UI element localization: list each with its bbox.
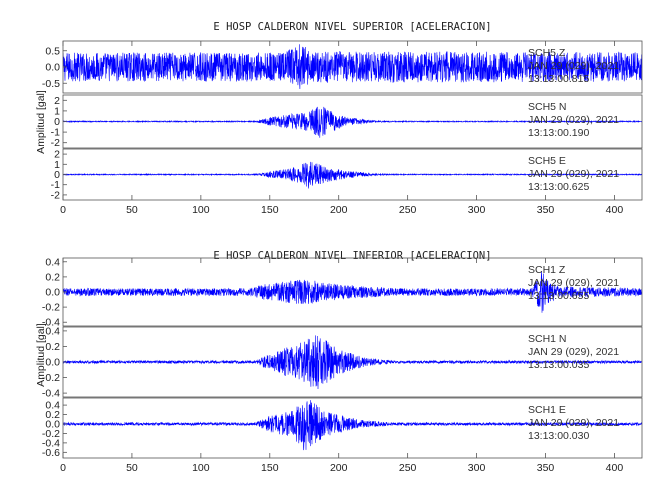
x-tick-label: 250 xyxy=(399,204,417,216)
time-label: 13:13:00.815 xyxy=(528,73,589,85)
y-tick-label: -1 xyxy=(51,179,60,191)
y-tick-label: -0.5 xyxy=(42,78,60,90)
x-tick-label: 50 xyxy=(126,204,138,216)
x-tick-label: 350 xyxy=(537,462,555,474)
channel-label: SCH1 N xyxy=(528,333,567,345)
chart-superior: E HOSP CALDERON NIVEL SUPERIOR [ACELERAC… xyxy=(35,21,643,216)
y-tick-label: 0.2 xyxy=(45,409,60,421)
date-label: JAN 29 (029), 2021 xyxy=(528,168,619,180)
time-label: 13:13:00.035 xyxy=(528,359,589,371)
y-tick-label: 0.2 xyxy=(45,271,60,283)
waveform-line xyxy=(63,335,642,390)
y-tick-label: -0.4 xyxy=(42,437,60,449)
x-tick-label: 100 xyxy=(192,204,210,216)
date-label: JAN 29 (029), 2021 xyxy=(528,114,619,126)
y-tick-label: 1 xyxy=(54,105,60,117)
y-tick-label: -1 xyxy=(51,127,60,139)
y-tick-label: -2 xyxy=(51,189,60,201)
time-label: 13:13:00.190 xyxy=(528,127,589,139)
y-tick-label: 0.2 xyxy=(45,341,60,353)
date-label: JAN 29 (029), 2021 xyxy=(528,346,619,358)
y-tick-label: -0.2 xyxy=(42,428,60,440)
x-tick-label: 300 xyxy=(468,462,486,474)
waveform-line xyxy=(63,106,642,138)
y-tick-label: 0.0 xyxy=(45,62,60,74)
x-tick-label: 100 xyxy=(192,462,210,474)
x-tick-label: 400 xyxy=(606,462,624,474)
chart-inferior: E HOSP CALDERON NIVEL INFERIOR [ACELERAC… xyxy=(35,250,643,474)
date-label: JAN 29 (029), 2021 xyxy=(528,417,619,429)
time-label: 13:13:00.655 xyxy=(528,290,589,302)
date-label: JAN 29 (029), 2021 xyxy=(528,60,619,72)
y-tick-label: -0.6 xyxy=(42,447,60,459)
y-tick-label: 0.0 xyxy=(45,357,60,369)
date-label: JAN 29 (029), 2021 xyxy=(528,277,619,289)
y-tick-label: 0 xyxy=(54,169,60,181)
waveform-line xyxy=(63,44,642,90)
x-tick-label: 200 xyxy=(330,462,348,474)
channel-label: SCH1 Z xyxy=(528,264,566,276)
y-tick-label: 0.4 xyxy=(45,400,60,412)
x-tick-label: 400 xyxy=(606,204,624,216)
y-tick-label: 1 xyxy=(54,159,60,171)
x-tick-label: 0 xyxy=(60,462,66,474)
channel-label: SCH5 N xyxy=(528,101,567,113)
chart-title: E HOSP CALDERON NIVEL SUPERIOR [ACELERAC… xyxy=(213,21,491,33)
x-tick-label: 0 xyxy=(60,204,66,216)
channel-label: SCH5 E xyxy=(528,155,566,167)
y-tick-label: 0.4 xyxy=(45,256,60,268)
y-tick-label: 0 xyxy=(54,116,60,128)
time-label: 13:13:00.625 xyxy=(528,181,589,193)
y-tick-label: 0.5 xyxy=(45,45,60,57)
time-label: 13:13:00.030 xyxy=(528,430,589,442)
y-tick-label: -0.4 xyxy=(42,388,60,400)
y-tick-label: -0.2 xyxy=(42,302,60,314)
waveform-line xyxy=(63,161,642,189)
x-tick-label: 250 xyxy=(399,462,417,474)
channel-label: SCH1 E xyxy=(528,404,566,416)
x-tick-label: 150 xyxy=(261,462,279,474)
x-tick-label: 50 xyxy=(126,462,138,474)
chart-title: E HOSP CALDERON NIVEL INFERIOR [ACELERAC… xyxy=(213,250,491,262)
channel-label: SCH5 Z xyxy=(528,47,566,59)
y-axis-label: Amplitud [gal] xyxy=(35,90,47,154)
y-tick-label: -0.4 xyxy=(42,317,60,329)
y-tick-label: -0.2 xyxy=(42,372,60,384)
y-tick-label: 2 xyxy=(54,149,60,161)
y-tick-label: 2 xyxy=(54,95,60,107)
x-tick-label: 350 xyxy=(537,204,555,216)
y-tick-label: 0.0 xyxy=(45,418,60,430)
x-tick-label: 200 xyxy=(330,204,348,216)
waveform-line xyxy=(63,400,642,451)
y-tick-label: 0.0 xyxy=(45,287,60,299)
y-axis-label: Amplitud [gal] xyxy=(35,323,47,387)
y-tick-label: -2 xyxy=(51,137,60,149)
y-tick-label: 0.4 xyxy=(45,325,60,337)
x-tick-label: 150 xyxy=(261,204,279,216)
waveform-line xyxy=(63,271,642,313)
x-tick-label: 300 xyxy=(468,204,486,216)
panel-frame xyxy=(62,397,643,459)
